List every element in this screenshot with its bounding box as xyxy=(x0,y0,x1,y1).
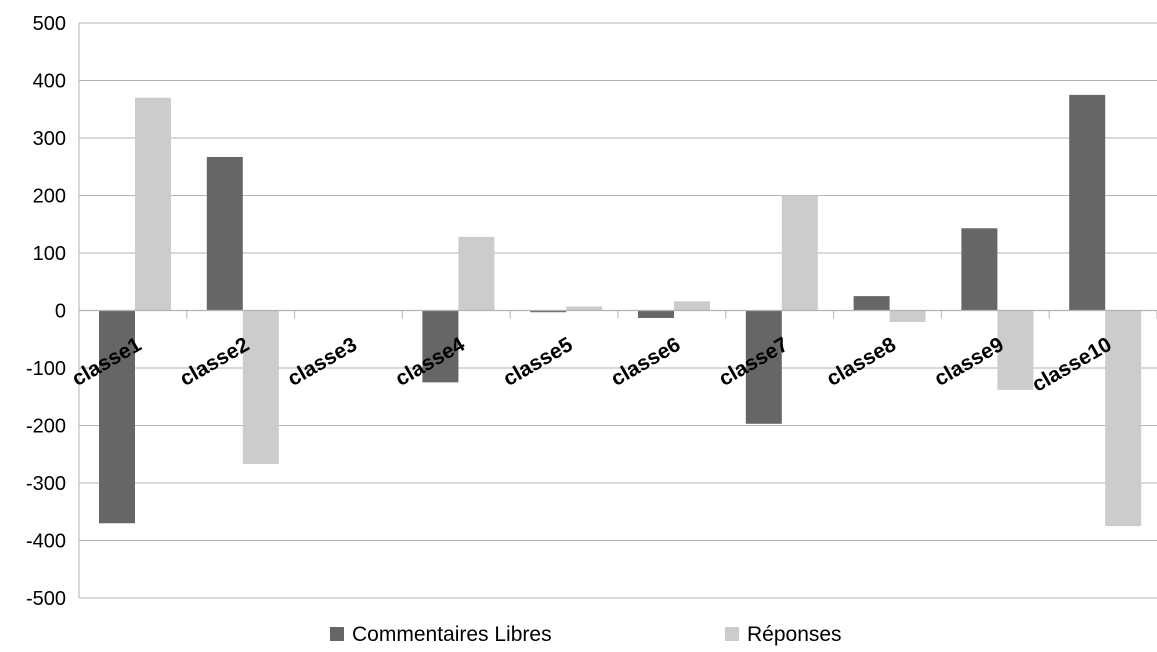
bar-series-1-classe10 xyxy=(1069,94,1106,311)
x-tick-label: classe8 xyxy=(823,333,901,391)
y-tick-label: 100 xyxy=(33,243,66,265)
y-tick-label: -400 xyxy=(26,531,66,553)
legend-swatch xyxy=(725,627,739,641)
bar-series-1-classe8 xyxy=(853,296,890,311)
x-tick-label: classe9 xyxy=(931,333,1008,391)
bar-series-2-classe10 xyxy=(1105,310,1142,527)
bar-series-2-classe4 xyxy=(458,236,495,311)
y-tick-label: 200 xyxy=(33,186,66,208)
y-tick-label: -500 xyxy=(26,588,66,610)
y-tick-label: 0 xyxy=(55,301,66,323)
legend-label: Réponses xyxy=(747,623,842,646)
y-tick-label: 500 xyxy=(33,13,66,35)
bar-series-1-classe1 xyxy=(99,310,135,524)
bar-series-2-classe2 xyxy=(242,310,279,465)
legend: Commentaires Libres Réponses xyxy=(330,623,842,646)
x-tick-label: classe10 xyxy=(1028,333,1115,397)
bar-series-2-classe1 xyxy=(135,97,171,311)
bar-series-2-classe9 xyxy=(997,310,1034,390)
legend-swatch xyxy=(330,627,344,641)
bar-series-2-classe8 xyxy=(889,310,926,322)
bar-series-1-classe7 xyxy=(745,310,782,424)
x-axis-tick-labels: classe1 classe2 classe3 classe4 classe5 class… xyxy=(68,333,1115,397)
y-tick-label: 400 xyxy=(33,71,66,93)
bar-series-1-classe6 xyxy=(638,310,674,318)
y-tick-label: 300 xyxy=(33,128,66,150)
bar-series-2-classe6 xyxy=(674,301,710,311)
bar-series-2-classe5 xyxy=(566,306,603,311)
bar-series-1-classe4 xyxy=(422,310,459,383)
x-tick-label: classe2 xyxy=(176,333,253,391)
bar-series-2-classe7 xyxy=(781,195,818,311)
axes xyxy=(78,23,1157,598)
bar-series-1-classe2 xyxy=(206,156,243,311)
legend-label: Commentaires Libres xyxy=(352,623,552,646)
y-tick-label: -100 xyxy=(26,358,66,380)
y-tick-label: -300 xyxy=(26,473,66,495)
y-axis-tick-labels: 500 400 300 200 100 0 -100 -200 -300 -400 -500 xyxy=(26,13,66,610)
x-tick-label: classe5 xyxy=(499,333,577,391)
x-tick-label: classe6 xyxy=(607,333,684,391)
bar-series-1-classe9 xyxy=(961,228,998,311)
bar-series-1-classe5 xyxy=(530,310,567,313)
x-tick-label: classe3 xyxy=(284,333,361,391)
bars xyxy=(99,94,1142,527)
y-tick-label: -200 xyxy=(26,416,66,438)
